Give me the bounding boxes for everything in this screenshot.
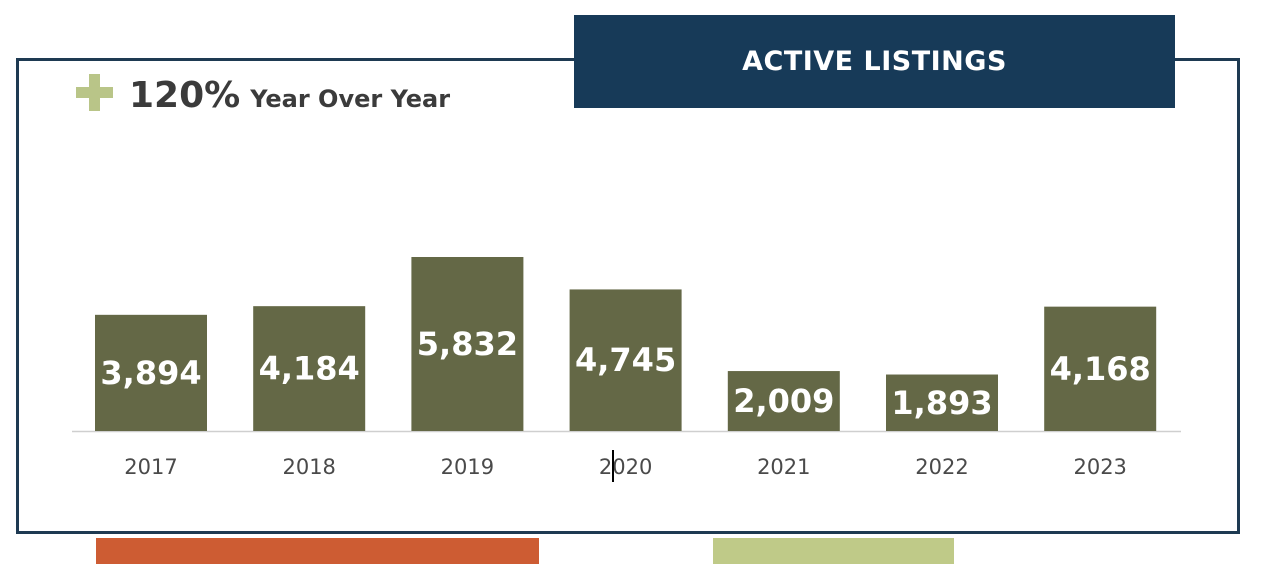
data-label-2017: 3,894 — [100, 354, 201, 392]
accent-bar-green — [713, 538, 954, 564]
header-banner: ACTIVE LISTINGS — [574, 15, 1175, 108]
data-label-2018: 4,184 — [259, 350, 360, 388]
x-tick-label-2019: 2019 — [441, 455, 494, 479]
data-label-2022: 1,893 — [891, 384, 992, 422]
bar-2019 — [411, 257, 524, 431]
bar-2023 — [1044, 306, 1157, 431]
x-tick-label-2018: 2018 — [282, 455, 335, 479]
data-label-2020: 4,745 — [575, 341, 676, 379]
bar-2017 — [95, 314, 207, 431]
x-tick-label-2023: 2023 — [1073, 455, 1126, 479]
bar-2020 — [569, 289, 682, 431]
plus-icon — [76, 74, 113, 111]
bar-2021 — [727, 371, 840, 431]
accent-bar-orange — [96, 538, 539, 564]
data-label-2019: 5,832 — [417, 325, 518, 363]
bar-2018 — [253, 306, 366, 431]
bar-2022 — [886, 374, 998, 431]
x-tick-label-2022: 2022 — [915, 455, 968, 479]
yoy-change-value: 120% — [129, 75, 241, 116]
x-tick-label-2017: 2017 — [124, 455, 177, 479]
chart-title: ACTIVE LISTINGS — [742, 46, 1007, 77]
data-label-2023: 4,168 — [1050, 350, 1151, 388]
yoy-summary: 120% Year Over Year — [76, 70, 450, 116]
data-label-2021: 2,009 — [733, 382, 834, 420]
x-tick-label-2020: 2020 — [599, 455, 652, 479]
yoy-change-label: Year Over Year — [250, 85, 451, 113]
x-tick-label-2021: 2021 — [757, 455, 810, 479]
